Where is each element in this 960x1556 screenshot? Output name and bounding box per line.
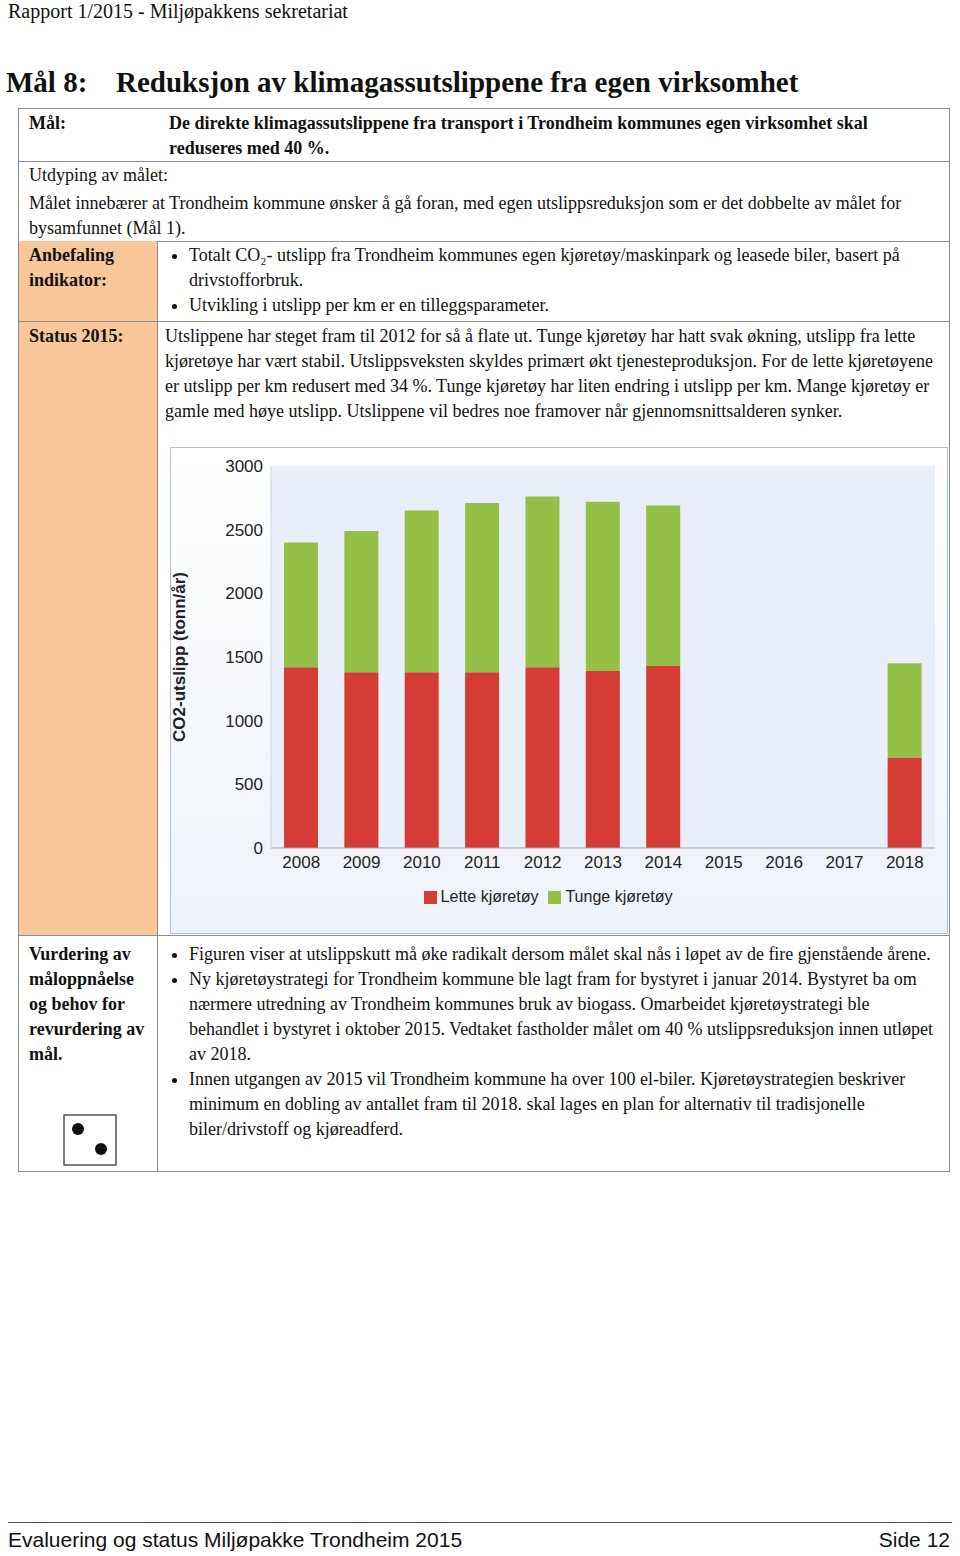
svg-text:1500: 1500 [225, 648, 263, 667]
html-text:Rapport 1/2015 - Miljøpakkens: Rapport 1/2015 - Miljøpakkens sekretaria… [8, 0, 348, 22]
svg-text:500: 500 [235, 775, 263, 794]
svg-text:2011: 2011 [464, 853, 501, 872]
html-text:Mål 8:: Mål 8: [6, 66, 88, 98]
html-text:Utvikling i utslipp per km er: Utvikling i utslipp per km er en tillegg… [189, 295, 549, 315]
svg-text:2016: 2016 [765, 853, 803, 872]
html-text:Status 2015:: Status 2015: [29, 326, 124, 346]
svg-text:2010: 2010 [403, 853, 441, 872]
svg-text:2018: 2018 [886, 853, 924, 872]
html-text:Reduksjon av klimagassutslippe: Reduksjon av klimagassutslippene fra ege… [116, 66, 799, 98]
svg-text:2008: 2008 [282, 853, 320, 872]
svg-text:CO2-utslipp (tonn/år): CO2-utslipp (tonn/år) [171, 572, 189, 742]
svg-text:2013: 2013 [584, 853, 622, 872]
svg-text:2500: 2500 [225, 521, 263, 540]
html-text:Totalt CO₂- utslipp fra Trondh: Totalt CO₂- utslipp fra Trondheim kommun… [189, 245, 900, 290]
svg-text:2000: 2000 [225, 584, 263, 603]
html-text:Side 12: Side 12 [878, 1528, 950, 1551]
html-text:Utdyping av målet:: Utdyping av målet: [29, 165, 168, 185]
html-text:Utslippene har steget fram til: Utslippene har steget fram til 2012 for … [165, 326, 933, 421]
svg-text:2014: 2014 [644, 853, 682, 872]
html-text:Vurdering av måloppnåelse og b: Vurdering av måloppnåelse og behov for r… [29, 944, 145, 1064]
html-text:Målet innebærer at Trondheim k: Målet innebærer at Trondheim kommune øns… [29, 193, 902, 238]
html-text:Evaluering og status Miljøpakk: Evaluering og status Miljøpakke Trondhei… [8, 1528, 463, 1551]
svg-text:3000: 3000 [225, 457, 263, 476]
svg-text:1000: 1000 [225, 712, 263, 731]
html-text:Tunge kjøretøy: Tunge kjøretøy [565, 888, 673, 905]
html-text:Ny kjøretøystrategi for Trondh: Ny kjøretøystrategi for Trondheim kommun… [189, 969, 933, 1064]
html-text:De direkte klimagassutslippene: De direkte klimagassutslippene fra trans… [169, 113, 868, 158]
svg-text:2012: 2012 [524, 853, 562, 872]
html-text:Mål:: Mål: [29, 113, 66, 133]
html-text:Innen utgangen av 2015 vil Tro: Innen utgangen av 2015 vil Trondheim kom… [189, 1069, 906, 1139]
html-text:Lette kjøretøy: Lette kjøretøy [440, 888, 539, 905]
svg-text:0: 0 [254, 839, 263, 858]
svg-text:2009: 2009 [343, 853, 381, 872]
svg-text:2015: 2015 [705, 853, 743, 872]
html-text:Anbefaling indikator:: Anbefaling indikator: [29, 245, 114, 290]
html-text:Figuren viser at utslippskutt: Figuren viser at utslippskutt må øke rad… [189, 944, 931, 964]
svg-text:2017: 2017 [826, 853, 864, 872]
